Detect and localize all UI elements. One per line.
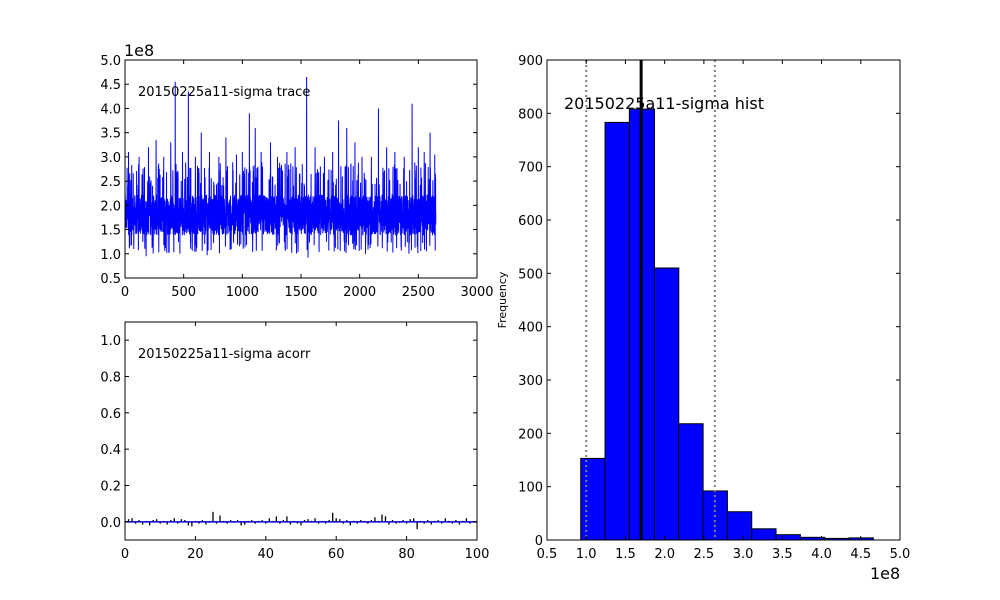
- acorr-x-axis: 0 20 40 60 80 100: [121, 322, 490, 562]
- hist-bar: [726, 511, 753, 541]
- hist-xtick-label: 1.0: [576, 547, 597, 562]
- trace-xtick-label: 0: [121, 285, 129, 300]
- trace-xtick-label: 1500: [284, 285, 317, 300]
- acorr-xtick-label: 60: [328, 547, 345, 562]
- hist-ytick-label: 900: [518, 54, 543, 69]
- acorr-xtick-label: 80: [398, 547, 415, 562]
- trace-xtick-label: 3000: [460, 285, 493, 300]
- trace-ytick-label: 1.0: [100, 248, 121, 263]
- trace-offset-label: 1e8: [124, 41, 154, 60]
- hist-xtick-label: 3.5: [772, 547, 793, 562]
- trace-x-axis: 0 500 1000 1500 2000 2500 3000: [121, 60, 494, 300]
- hist-ytick-label: 200: [518, 427, 543, 442]
- trace-ytick-label: 4.5: [100, 78, 121, 93]
- acorr-panel: 0 20 40 60 80 100 0.0 0.2 0.4 0.6 0.8 1.0 20150225…: [100, 321, 490, 562]
- hist-x-axis: 0.5 1.0 1.5 2.0 2.5 3.0 3.5 4.0 4.5 5.0: [537, 60, 911, 562]
- hist-ytick-label: 100: [518, 481, 543, 496]
- trace-xtick-label: 2500: [402, 285, 435, 300]
- acorr-ytick-label: 0.0: [100, 516, 121, 531]
- hist-ytick-label: 0: [535, 534, 543, 549]
- trace-marks: [124, 76, 437, 258]
- trace-xtick-label: 500: [171, 285, 196, 300]
- hist-bar: [604, 121, 630, 541]
- hist-bar: [678, 423, 704, 541]
- hist-panel: 0.5 1.0 1.5 2.0 2.5 3.0 3.5 4.0 4.5 5.0 0 100 200 30…: [496, 54, 910, 583]
- hist-xtick-label: 0.5: [537, 547, 558, 562]
- hist-ytick-label: 800: [518, 107, 543, 122]
- trace-ytick-label: 2.5: [100, 175, 121, 190]
- hist-xtick-label: 4.5: [850, 547, 871, 562]
- trace-ytick-label: 3.0: [100, 151, 121, 166]
- acorr-plot-background: [125, 322, 477, 540]
- hist-xtick-label: 4.0: [811, 547, 832, 562]
- hist-xtick-label: 2.5: [694, 547, 715, 562]
- hist-ylabel: Frequency: [496, 271, 509, 328]
- hist-bar: [580, 457, 606, 541]
- trace-title: 20150225a11-sigma trace: [138, 85, 310, 100]
- hist-ytick-label: 400: [518, 321, 543, 336]
- trace-ytick-label: 5.0: [100, 54, 121, 69]
- hist-xtick-label: 2.0: [654, 547, 675, 562]
- trace-ytick-label: 4.0: [100, 102, 121, 117]
- hist-offset-label: 1e8: [870, 564, 900, 583]
- hist-title: 20150225a11-sigma hist: [564, 94, 764, 113]
- acorr-xtick-label: 20: [187, 547, 204, 562]
- acorr-ytick-label: 0.6: [100, 407, 121, 422]
- hist-xtick-label: 3.0: [733, 547, 754, 562]
- trace-ytick-label: 2.0: [100, 199, 121, 214]
- hist-ytick-label: 500: [518, 267, 543, 282]
- acorr-plot-frame: [124, 321, 478, 541]
- hist-bar: [751, 528, 777, 541]
- hist-ytick-label: 700: [518, 161, 543, 176]
- acorr-title: 20150225a11-sigma acorr: [138, 347, 311, 362]
- trace-ytick-label: 3.5: [100, 127, 121, 142]
- acorr-xtick-label: 100: [465, 547, 490, 562]
- hist-xtick-label: 1.5: [615, 547, 636, 562]
- acorr-ytick-label: 0.2: [100, 480, 121, 495]
- trace-xtick-label: 2000: [343, 285, 376, 300]
- acorr-ytick-label: 0.8: [100, 371, 121, 386]
- hist-bar: [653, 267, 680, 541]
- trace-panel: 0 500 1000 1500 2000 2500 3000 0.5 1.0 1.5 2.0 2.5…: [100, 41, 493, 300]
- acorr-xtick-label: 0: [121, 547, 129, 562]
- trace-ytick-label: 1.5: [100, 224, 121, 239]
- hist-bar: [775, 534, 801, 541]
- trace-series-line: [124, 76, 437, 258]
- acorr-marks: [125, 511, 477, 530]
- hist-plot-frame: [546, 59, 901, 541]
- hist-xtick-label: 5.0: [890, 547, 911, 562]
- acorr-xtick-label: 40: [258, 547, 275, 562]
- hist-ytick-label: 600: [518, 214, 543, 229]
- trace-ytick-label: 0.5: [100, 272, 121, 287]
- acorr-y-axis: 0.0 0.2 0.4 0.6 0.8 1.0: [100, 334, 477, 531]
- acorr-ytick-label: 1.0: [100, 334, 121, 349]
- trace-xtick-label: 1000: [226, 285, 259, 300]
- trace-y-axis: 0.5 1.0 1.5 2.0 2.5 3.0 3.5 4.0 4.5 5.0: [100, 54, 477, 287]
- acorr-ytick-label: 0.4: [100, 443, 121, 458]
- hist-ytick-label: 300: [518, 374, 543, 389]
- hist-y-axis: 0 100 200 300 400 500 600 700 800 900: [518, 54, 900, 549]
